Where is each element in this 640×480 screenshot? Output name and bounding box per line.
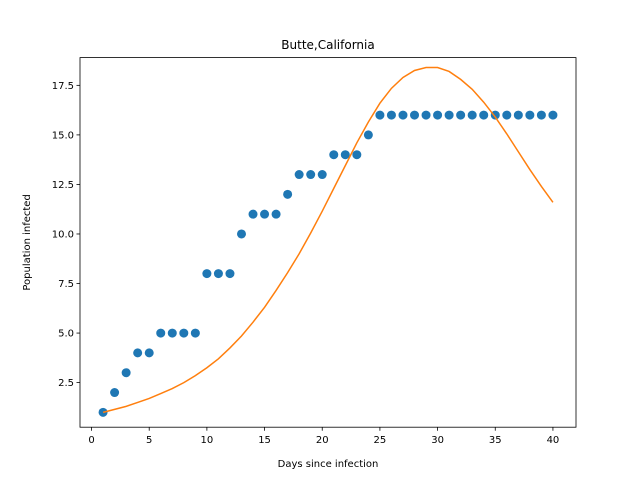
data-point bbox=[248, 209, 258, 219]
y-tick-label: 5.0 bbox=[58, 329, 74, 340]
data-point bbox=[283, 189, 293, 199]
y-tick-label: 10.0 bbox=[52, 229, 74, 240]
data-point bbox=[398, 110, 408, 120]
data-point bbox=[190, 328, 200, 338]
data-point bbox=[386, 110, 396, 120]
x-axis: 0 5 10 15 20 25 30 35 40 bbox=[88, 427, 559, 446]
data-point bbox=[490, 110, 500, 120]
data-point bbox=[144, 348, 154, 358]
data-point bbox=[271, 209, 281, 219]
x-tick-label: 10 bbox=[201, 435, 214, 446]
data-point bbox=[202, 269, 212, 279]
data-point bbox=[213, 269, 223, 279]
data-point bbox=[433, 110, 443, 120]
y-axis-label: Population infected bbox=[22, 194, 33, 290]
data-point bbox=[525, 110, 535, 120]
y-tick-label: 17.5 bbox=[52, 81, 74, 92]
x-tick-label: 5 bbox=[146, 435, 152, 446]
data-point bbox=[375, 110, 385, 120]
y-tick-label: 7.5 bbox=[58, 279, 74, 290]
data-point bbox=[156, 328, 166, 338]
x-tick-label: 15 bbox=[258, 435, 271, 446]
data-point bbox=[513, 110, 523, 120]
series-1-line bbox=[102, 66, 554, 414]
data-point bbox=[444, 110, 454, 120]
data-point bbox=[133, 348, 143, 358]
data-point bbox=[317, 170, 327, 180]
data-point bbox=[502, 110, 512, 120]
x-axis-label: Days since infection bbox=[278, 459, 379, 470]
data-point bbox=[467, 110, 477, 120]
data-point bbox=[340, 150, 350, 160]
data-point bbox=[121, 368, 131, 378]
data-point bbox=[363, 130, 373, 140]
data-point bbox=[410, 110, 420, 120]
axes-frame bbox=[79, 57, 577, 428]
x-tick-label: 0 bbox=[88, 435, 94, 446]
x-tick-label: 35 bbox=[489, 435, 502, 446]
data-point bbox=[236, 229, 246, 239]
data-point bbox=[456, 110, 466, 120]
y-tick-label: 15.0 bbox=[52, 130, 74, 141]
data-point bbox=[548, 110, 558, 120]
data-point bbox=[260, 209, 270, 219]
y-axis: 2.5 5.0 7.5 10.0 12.5 15.0 17.5 bbox=[52, 81, 80, 389]
chart-title: Butte,California bbox=[281, 38, 374, 52]
data-point bbox=[352, 150, 362, 160]
data-point bbox=[294, 170, 304, 180]
y-tick-label: 12.5 bbox=[52, 180, 74, 191]
data-point bbox=[110, 388, 120, 398]
data-point bbox=[421, 110, 431, 120]
data-point bbox=[179, 328, 189, 338]
data-point bbox=[225, 269, 235, 279]
x-tick-label: 30 bbox=[431, 435, 444, 446]
data-point bbox=[536, 110, 546, 120]
x-tick-label: 20 bbox=[316, 435, 329, 446]
x-tick-label: 25 bbox=[374, 435, 387, 446]
y-tick-label: 2.5 bbox=[58, 378, 74, 389]
x-tick-label: 40 bbox=[547, 435, 560, 446]
data-point bbox=[306, 170, 316, 180]
data-point bbox=[167, 328, 177, 338]
plot-area bbox=[98, 66, 558, 417]
data-point bbox=[329, 150, 339, 160]
data-point bbox=[479, 110, 489, 120]
